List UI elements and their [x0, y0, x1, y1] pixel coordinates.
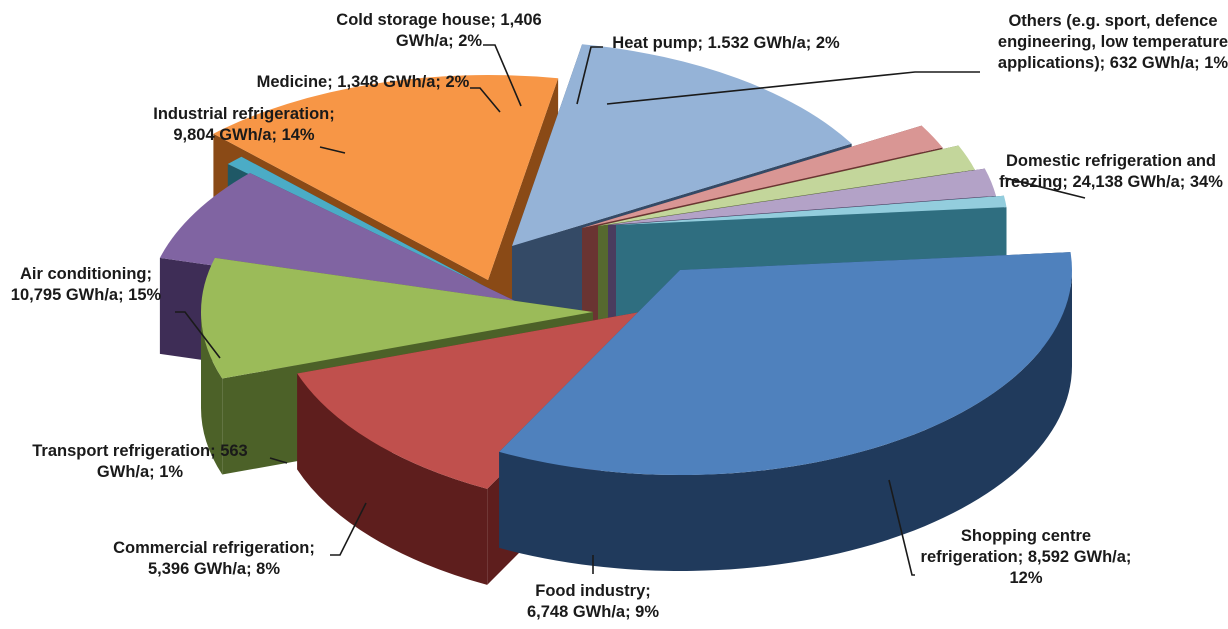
label-line: freezing; 24,138 GWh/a; 34% [999, 173, 1223, 191]
label-line: Commercial refrigeration; [113, 539, 315, 557]
leader-line-shopping-centre-refrigeration [888, 479, 915, 576]
pie-slices [159, 44, 1072, 585]
label-line: Shopping centre [961, 527, 1091, 545]
slice-labels: Domestic refrigeration and freezing; 24,1… [11, 11, 1228, 621]
label-line: engineering, low temperature [998, 33, 1228, 51]
label-line: Food industry; [535, 582, 650, 600]
label-line: Medicine; 1,348 GWh/a; 2% [257, 73, 470, 91]
label-line: Air conditioning; [20, 265, 152, 283]
label-transport-refrigeration: Transport refrigeration; 563 GWh/a; 1% [32, 442, 247, 481]
label-line: applications); 632 GWh/a; 1% [998, 54, 1228, 72]
slice-top [582, 125, 943, 228]
label-line: Cold storage house; 1,406 [336, 11, 541, 29]
slice-top [297, 307, 668, 489]
slice-top [598, 145, 975, 226]
label-food-industry: Food industry; 6,748 GWh/a; 9% [527, 582, 659, 621]
label-air-conditioning: Air conditioning; 10,795 GWh/a; 15% [11, 265, 162, 304]
label-line: Domestic refrigeration and [1006, 152, 1216, 170]
leader-line-air-conditioning [175, 311, 221, 359]
leader-line-domestic-refrigeration-and-freezing [1004, 177, 1086, 199]
label-line: 9,804 GWh/a; 14% [173, 126, 315, 144]
slice-top [159, 173, 538, 312]
slice-top [512, 44, 852, 246]
slice-top [227, 156, 516, 303]
slice-top [201, 257, 593, 379]
label-line: Heat pump; 1.532 GWh/a; 2% [612, 34, 840, 52]
label-line: 12% [1009, 569, 1042, 587]
leader-line-transport-refrigeration [269, 457, 288, 464]
leader-line-commercial-refrigeration [330, 502, 367, 556]
slice-domestic-refrigeration-and-freezing [499, 252, 1072, 571]
slice-top [608, 168, 996, 225]
slice-top [616, 195, 1007, 225]
label-line: 6,748 GWh/a; 9% [527, 603, 659, 621]
slice-outer-wall [297, 373, 488, 585]
slice-outer-wall [499, 270, 1072, 571]
label-domestic-refrigeration-and-freezing: Domestic refrigeration and freezing; 24,1… [999, 152, 1223, 191]
leader-line-industrial-refrigeration [319, 146, 346, 154]
label-shopping-centre-refrigeration: Shopping centre refrigeration; 8,592 GWh/… [921, 527, 1132, 587]
label-leader-lines [175, 44, 1086, 576]
label-commercial-refrigeration: Commercial refrigeration; 5,396 GWh/a; 8% [113, 539, 315, 578]
label-industrial-refrigeration: Industrial refrigeration; 9,804 GWh/a; 14… [153, 105, 335, 144]
slice-top [213, 75, 559, 280]
label-line: Industrial refrigeration; [153, 105, 335, 123]
leader-line-cold-storage-house [483, 44, 522, 107]
label-line: GWh/a; 2% [396, 32, 483, 50]
leader-line-medicine [470, 87, 501, 113]
label-line: GWh/a; 1% [97, 463, 184, 481]
label-heat-pump: Heat pump; 1.532 GWh/a; 2% [612, 34, 840, 52]
slice-outer-wall [201, 312, 223, 475]
label-cold-storage-house: Cold storage house; 1,406 GWh/a; 2% [336, 11, 541, 50]
label-others: Others (e.g. sport, defence engineering, … [998, 12, 1228, 72]
label-line: 5,396 GWh/a; 8% [148, 560, 280, 578]
label-medicine: Medicine; 1,348 GWh/a; 2% [257, 73, 470, 91]
leader-line-heat-pump [576, 46, 603, 105]
label-line: refrigeration; 8,592 GWh/a; [921, 548, 1132, 566]
leader-line-others [606, 71, 980, 105]
slice-top [499, 252, 1072, 475]
label-line: Others (e.g. sport, defence [1008, 12, 1217, 30]
label-line: Transport refrigeration; 563 [32, 442, 247, 460]
label-line: 10,795 GWh/a; 15% [11, 286, 162, 304]
